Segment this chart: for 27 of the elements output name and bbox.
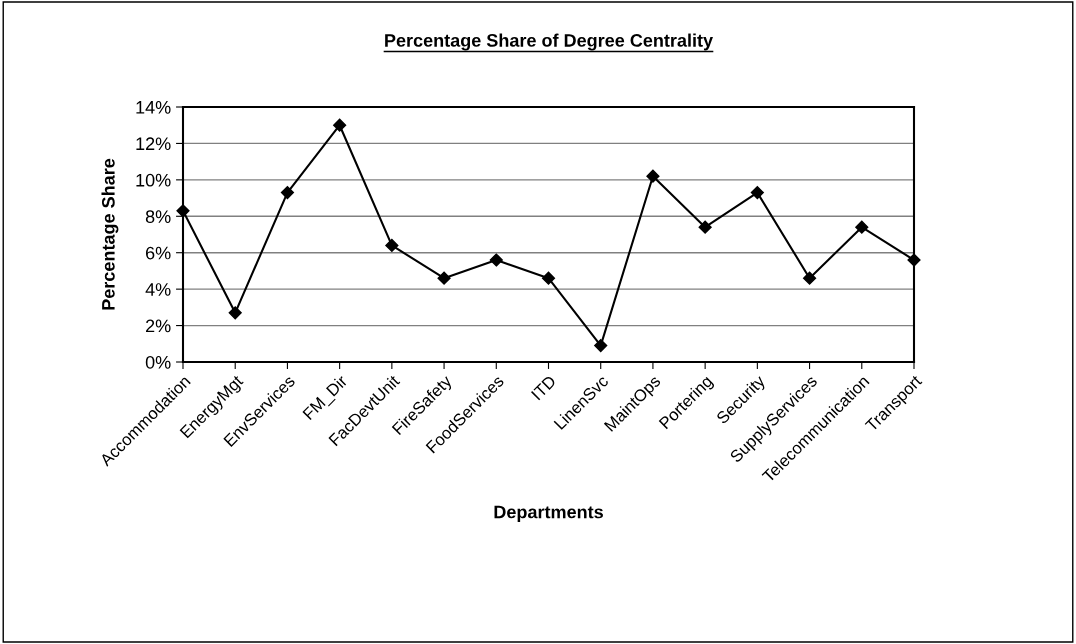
y-tick-label: 4% — [145, 283, 171, 296]
point — [437, 271, 451, 285]
x-tick-label: ITD — [531, 374, 557, 401]
point — [646, 169, 660, 183]
point — [907, 253, 921, 267]
point — [228, 306, 242, 320]
y-axis-title: Percentage Share — [101, 158, 119, 310]
chart-title: Percentage Share of Degree Centrality — [385, 33, 713, 51]
y-tick-label: 12% — [136, 137, 171, 151]
y-tick-label: 6% — [146, 246, 171, 260]
y-tick-label: 2% — [146, 319, 171, 333]
point — [333, 118, 347, 132]
point — [855, 220, 869, 234]
point — [489, 253, 503, 267]
y-tick-label: 0% — [145, 355, 171, 369]
y-tick-label: 14% — [136, 101, 171, 114]
point — [698, 220, 712, 234]
x-axis-title: Departments — [494, 505, 603, 522]
y-tick-label: 10% — [136, 173, 171, 187]
point — [176, 204, 190, 218]
point — [594, 339, 608, 353]
point — [385, 238, 399, 253]
point — [541, 271, 556, 285]
y-tick-label: 8% — [145, 210, 171, 224]
point — [750, 186, 764, 200]
point — [280, 186, 295, 200]
point — [802, 271, 817, 285]
